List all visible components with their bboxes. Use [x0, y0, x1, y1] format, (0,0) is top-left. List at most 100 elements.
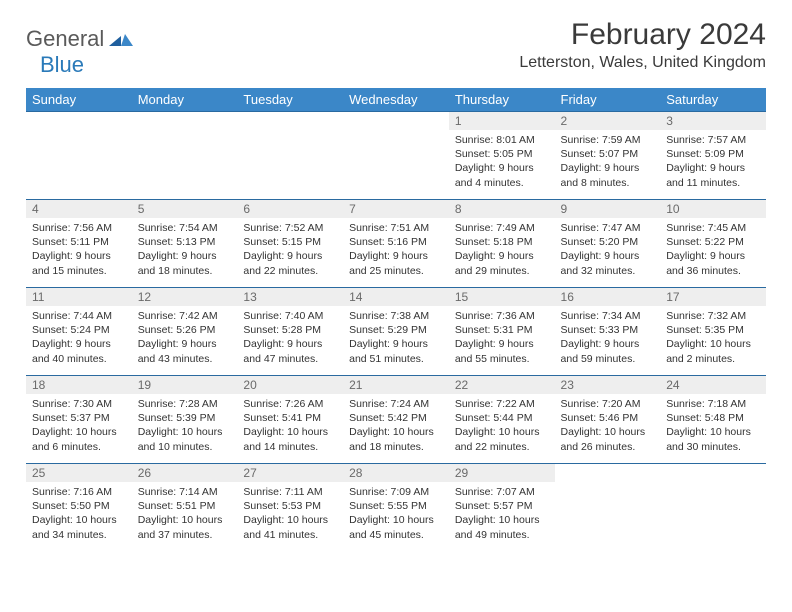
day-data: Sunrise: 7:16 AMSunset: 5:50 PMDaylight:… — [26, 482, 132, 546]
day-data: Sunrise: 7:20 AMSunset: 5:46 PMDaylight:… — [555, 394, 661, 458]
day-data: Sunrise: 7:42 AMSunset: 5:26 PMDaylight:… — [132, 306, 238, 370]
day-number: 15 — [449, 288, 555, 306]
day-number: 11 — [26, 288, 132, 306]
day-data: Sunrise: 7:49 AMSunset: 5:18 PMDaylight:… — [449, 218, 555, 282]
day-number: 8 — [449, 200, 555, 218]
day-number: 27 — [237, 464, 343, 482]
calendar-day-cell: 2Sunrise: 7:59 AMSunset: 5:07 PMDaylight… — [555, 112, 661, 200]
calendar-week-row: 18Sunrise: 7:30 AMSunset: 5:37 PMDayligh… — [26, 376, 766, 464]
day-number: 5 — [132, 200, 238, 218]
calendar-day-cell: 13Sunrise: 7:40 AMSunset: 5:28 PMDayligh… — [237, 288, 343, 376]
calendar-day-cell: 27Sunrise: 7:11 AMSunset: 5:53 PMDayligh… — [237, 464, 343, 552]
day-number: 20 — [237, 376, 343, 394]
day-number: 25 — [26, 464, 132, 482]
day-number: 17 — [660, 288, 766, 306]
day-number: 13 — [237, 288, 343, 306]
calendar-day-cell: 22Sunrise: 7:22 AMSunset: 5:44 PMDayligh… — [449, 376, 555, 464]
calendar-empty-cell — [132, 112, 238, 200]
day-data: Sunrise: 7:57 AMSunset: 5:09 PMDaylight:… — [660, 130, 766, 194]
calendar-day-cell: 23Sunrise: 7:20 AMSunset: 5:46 PMDayligh… — [555, 376, 661, 464]
day-number: 26 — [132, 464, 238, 482]
calendar-day-cell: 14Sunrise: 7:38 AMSunset: 5:29 PMDayligh… — [343, 288, 449, 376]
calendar-day-cell: 17Sunrise: 7:32 AMSunset: 5:35 PMDayligh… — [660, 288, 766, 376]
day-data: Sunrise: 7:07 AMSunset: 5:57 PMDaylight:… — [449, 482, 555, 546]
day-data: Sunrise: 7:47 AMSunset: 5:20 PMDaylight:… — [555, 218, 661, 282]
day-data: Sunrise: 7:26 AMSunset: 5:41 PMDaylight:… — [237, 394, 343, 458]
calendar-day-cell: 25Sunrise: 7:16 AMSunset: 5:50 PMDayligh… — [26, 464, 132, 552]
day-data: Sunrise: 7:52 AMSunset: 5:15 PMDaylight:… — [237, 218, 343, 282]
calendar-week-row: 1Sunrise: 8:01 AMSunset: 5:05 PMDaylight… — [26, 112, 766, 200]
day-data: Sunrise: 7:30 AMSunset: 5:37 PMDaylight:… — [26, 394, 132, 458]
day-number: 10 — [660, 200, 766, 218]
calendar-day-cell: 10Sunrise: 7:45 AMSunset: 5:22 PMDayligh… — [660, 200, 766, 288]
calendar-day-cell: 16Sunrise: 7:34 AMSunset: 5:33 PMDayligh… — [555, 288, 661, 376]
day-data: Sunrise: 7:24 AMSunset: 5:42 PMDaylight:… — [343, 394, 449, 458]
calendar-week-row: 11Sunrise: 7:44 AMSunset: 5:24 PMDayligh… — [26, 288, 766, 376]
day-data: Sunrise: 7:45 AMSunset: 5:22 PMDaylight:… — [660, 218, 766, 282]
weekday-header: Wednesday — [343, 88, 449, 112]
calendar-day-cell: 8Sunrise: 7:49 AMSunset: 5:18 PMDaylight… — [449, 200, 555, 288]
calendar-table: SundayMondayTuesdayWednesdayThursdayFrid… — [26, 88, 766, 552]
day-data: Sunrise: 7:38 AMSunset: 5:29 PMDaylight:… — [343, 306, 449, 370]
calendar-day-cell: 24Sunrise: 7:18 AMSunset: 5:48 PMDayligh… — [660, 376, 766, 464]
logo-text-block: General Blue — [26, 26, 133, 78]
day-data: Sunrise: 7:40 AMSunset: 5:28 PMDaylight:… — [237, 306, 343, 370]
logo-word-blue: Blue — [26, 52, 84, 77]
calendar-day-cell: 18Sunrise: 7:30 AMSunset: 5:37 PMDayligh… — [26, 376, 132, 464]
calendar-day-cell: 5Sunrise: 7:54 AMSunset: 5:13 PMDaylight… — [132, 200, 238, 288]
month-title: February 2024 — [519, 18, 766, 52]
day-data: Sunrise: 7:34 AMSunset: 5:33 PMDaylight:… — [555, 306, 661, 370]
brand-logo: General Blue — [26, 18, 133, 78]
day-number: 28 — [343, 464, 449, 482]
calendar-day-cell: 6Sunrise: 7:52 AMSunset: 5:15 PMDaylight… — [237, 200, 343, 288]
day-data: Sunrise: 7:44 AMSunset: 5:24 PMDaylight:… — [26, 306, 132, 370]
day-data: Sunrise: 7:54 AMSunset: 5:13 PMDaylight:… — [132, 218, 238, 282]
calendar-header-row: SundayMondayTuesdayWednesdayThursdayFrid… — [26, 88, 766, 112]
calendar-body: 1Sunrise: 8:01 AMSunset: 5:05 PMDaylight… — [26, 112, 766, 552]
calendar-day-cell: 7Sunrise: 7:51 AMSunset: 5:16 PMDaylight… — [343, 200, 449, 288]
day-number: 21 — [343, 376, 449, 394]
day-data: Sunrise: 7:59 AMSunset: 5:07 PMDaylight:… — [555, 130, 661, 194]
weekday-header: Monday — [132, 88, 238, 112]
day-number: 7 — [343, 200, 449, 218]
calendar-empty-cell — [555, 464, 661, 552]
day-number: 29 — [449, 464, 555, 482]
day-data: Sunrise: 7:51 AMSunset: 5:16 PMDaylight:… — [343, 218, 449, 282]
day-number: 3 — [660, 112, 766, 130]
day-number: 12 — [132, 288, 238, 306]
day-number: 4 — [26, 200, 132, 218]
location-text: Letterston, Wales, United Kingdom — [519, 54, 766, 72]
calendar-empty-cell — [237, 112, 343, 200]
logo-flag-icon — [109, 30, 133, 51]
header: General Blue February 2024 Letterston, W… — [26, 18, 766, 78]
calendar-day-cell: 28Sunrise: 7:09 AMSunset: 5:55 PMDayligh… — [343, 464, 449, 552]
calendar-day-cell: 1Sunrise: 8:01 AMSunset: 5:05 PMDaylight… — [449, 112, 555, 200]
weekday-header: Sunday — [26, 88, 132, 112]
day-number: 9 — [555, 200, 661, 218]
day-number: 6 — [237, 200, 343, 218]
day-number: 23 — [555, 376, 661, 394]
day-number: 16 — [555, 288, 661, 306]
day-number: 1 — [449, 112, 555, 130]
day-data: Sunrise: 7:18 AMSunset: 5:48 PMDaylight:… — [660, 394, 766, 458]
logo-word-general: General — [26, 26, 104, 51]
day-data: Sunrise: 7:09 AMSunset: 5:55 PMDaylight:… — [343, 482, 449, 546]
day-number: 22 — [449, 376, 555, 394]
day-data: Sunrise: 7:56 AMSunset: 5:11 PMDaylight:… — [26, 218, 132, 282]
day-data: Sunrise: 7:14 AMSunset: 5:51 PMDaylight:… — [132, 482, 238, 546]
title-block: February 2024 Letterston, Wales, United … — [519, 18, 766, 72]
weekday-header: Tuesday — [237, 88, 343, 112]
calendar-day-cell: 20Sunrise: 7:26 AMSunset: 5:41 PMDayligh… — [237, 376, 343, 464]
calendar-day-cell: 9Sunrise: 7:47 AMSunset: 5:20 PMDaylight… — [555, 200, 661, 288]
calendar-day-cell: 26Sunrise: 7:14 AMSunset: 5:51 PMDayligh… — [132, 464, 238, 552]
calendar-week-row: 4Sunrise: 7:56 AMSunset: 5:11 PMDaylight… — [26, 200, 766, 288]
calendar-day-cell: 19Sunrise: 7:28 AMSunset: 5:39 PMDayligh… — [132, 376, 238, 464]
weekday-header: Saturday — [660, 88, 766, 112]
calendar-day-cell: 4Sunrise: 7:56 AMSunset: 5:11 PMDaylight… — [26, 200, 132, 288]
day-data: Sunrise: 7:22 AMSunset: 5:44 PMDaylight:… — [449, 394, 555, 458]
calendar-day-cell: 21Sunrise: 7:24 AMSunset: 5:42 PMDayligh… — [343, 376, 449, 464]
weekday-header: Thursday — [449, 88, 555, 112]
calendar-week-row: 25Sunrise: 7:16 AMSunset: 5:50 PMDayligh… — [26, 464, 766, 552]
calendar-day-cell: 15Sunrise: 7:36 AMSunset: 5:31 PMDayligh… — [449, 288, 555, 376]
calendar-empty-cell — [343, 112, 449, 200]
